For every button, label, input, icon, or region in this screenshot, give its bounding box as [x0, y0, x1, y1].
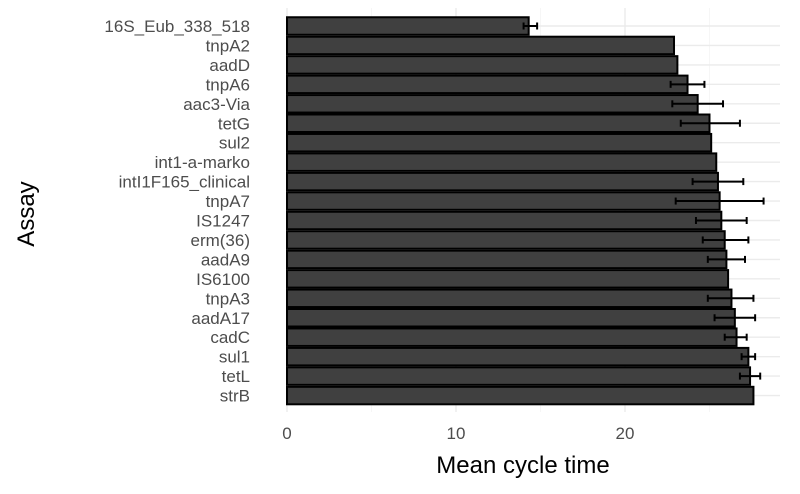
- error-bar: [522, 22, 539, 30]
- y-tick-label: intI1F165_clinical: [119, 173, 250, 192]
- bar: [286, 191, 721, 211]
- x-axis-title: Mean cycle time: [436, 452, 609, 479]
- error-bar: [674, 197, 765, 205]
- bar: [286, 152, 718, 172]
- error-bar: [723, 333, 748, 341]
- error-bars: [522, 22, 765, 380]
- y-axis-title: Assay: [13, 181, 40, 246]
- error-bar: [691, 178, 745, 186]
- y-tick-label: aac3-Via: [183, 95, 250, 114]
- x-tick-labels: 0 10 20: [282, 424, 634, 443]
- y-tick-label: tetL: [222, 367, 250, 386]
- y-tick-label: int1-a-marko: [155, 153, 250, 172]
- bar: [286, 366, 752, 386]
- y-tick-label: aadA9: [201, 250, 250, 269]
- y-tick-label: sul1: [219, 348, 250, 367]
- bar: [286, 288, 733, 309]
- error-bar: [713, 314, 757, 322]
- y-tick-label: tnpA7: [206, 192, 250, 211]
- error-bar: [669, 80, 706, 88]
- y-tick-label: IS1247: [196, 212, 250, 231]
- bar: [286, 171, 719, 192]
- x-tick-label: 20: [616, 424, 635, 443]
- y-tick-label: tnpA2: [206, 36, 250, 55]
- bar: [286, 132, 713, 153]
- y-tick-label: tnpA6: [206, 75, 250, 94]
- bar: [286, 249, 728, 270]
- bar: [286, 113, 711, 133]
- y-tick-label: 16S_Eub_338_518: [104, 17, 250, 36]
- error-bar: [701, 236, 750, 244]
- x-tick-label: 0: [282, 424, 291, 443]
- y-tick-label: tnpA3: [206, 289, 250, 308]
- bars: [286, 16, 755, 406]
- error-bar: [738, 372, 762, 380]
- bar: [286, 385, 755, 406]
- x-tick-label: 10: [447, 424, 466, 443]
- y-tick-label: strB: [220, 387, 250, 406]
- bar: [286, 16, 530, 36]
- error-bar: [706, 294, 755, 302]
- bar: [286, 94, 699, 114]
- bar: [286, 308, 736, 328]
- bar: [286, 346, 750, 367]
- y-tick-label: erm(36): [190, 231, 250, 250]
- error-bar: [671, 100, 725, 108]
- y-tick-label: sul2: [219, 134, 250, 153]
- bar: [286, 35, 676, 56]
- bar: [286, 74, 689, 95]
- bar: [286, 55, 679, 75]
- bar: [286, 230, 726, 250]
- error-bar: [679, 119, 741, 127]
- error-bar: [694, 217, 748, 224]
- error-bar: [706, 255, 746, 263]
- y-tick-label: aadA17: [191, 309, 250, 328]
- bar: [286, 210, 723, 231]
- error-bar: [740, 353, 757, 361]
- y-tick-label: IS6100: [196, 270, 250, 289]
- y-tick-label: aadD: [209, 56, 250, 75]
- y-tick-label: cadC: [210, 328, 250, 347]
- bar: [286, 269, 730, 289]
- y-tick-labels: 16S_Eub_338_518tnpA2aadDtnpA6aac3-Viatet…: [104, 17, 250, 406]
- y-tick-label: tetG: [218, 114, 250, 133]
- bar: [286, 327, 738, 347]
